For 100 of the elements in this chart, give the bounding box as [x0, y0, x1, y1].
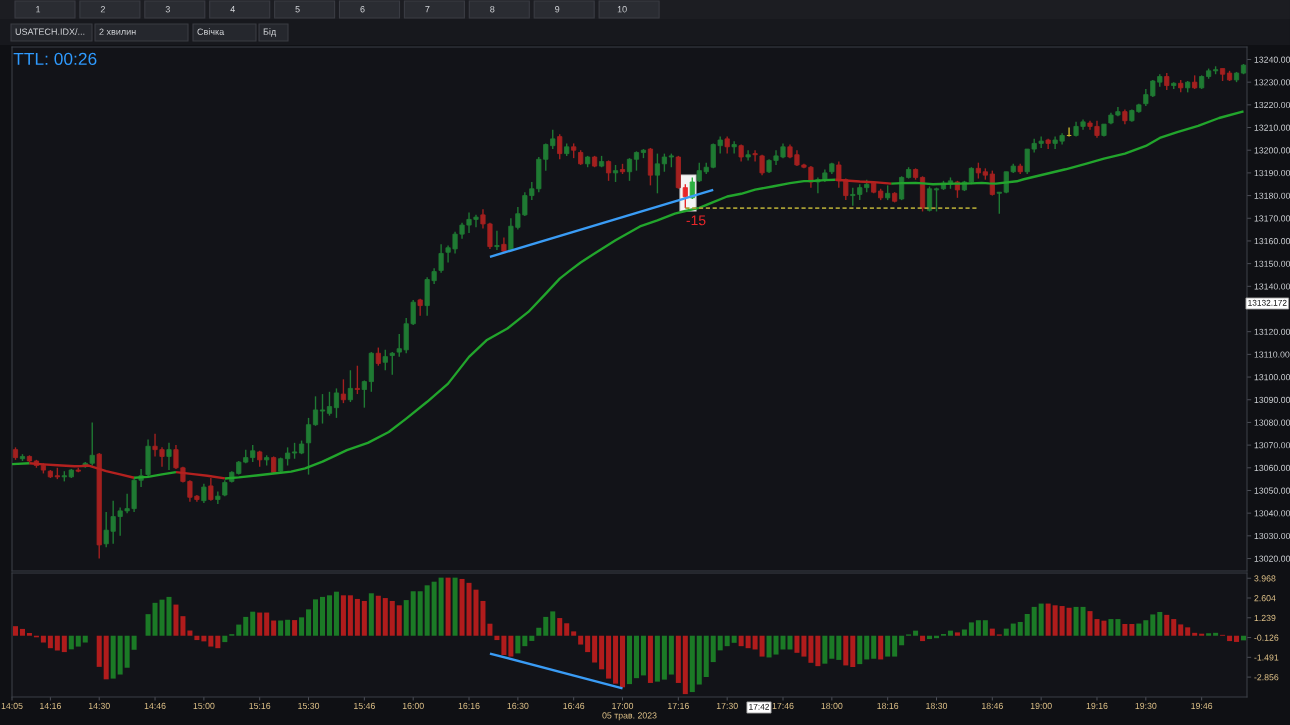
bar [47, 635, 53, 649]
bar [173, 604, 179, 636]
bar [243, 616, 249, 636]
bar [285, 619, 291, 636]
bar [1171, 619, 1177, 636]
x-tick-label: 14:46 [144, 702, 166, 709]
bar [626, 635, 633, 685]
candlestick [166, 442, 172, 471]
y-tick-label: 13050.00 [1254, 487, 1290, 494]
candlestick [557, 133, 563, 160]
bar [1017, 621, 1023, 636]
text: 17:42 [749, 703, 770, 710]
candlestick [752, 149, 758, 163]
bar [313, 599, 319, 636]
bar [920, 635, 926, 642]
bar [982, 620, 988, 636]
bar [124, 635, 130, 668]
bar [257, 612, 263, 636]
y-tick-label: 13020.00 [1254, 555, 1290, 562]
bar [382, 598, 388, 636]
bar [808, 635, 814, 663]
bar [215, 635, 221, 649]
bar [717, 635, 723, 651]
candlestick [389, 351, 395, 376]
bar [1129, 623, 1135, 636]
bar [731, 635, 737, 643]
bar [724, 635, 730, 647]
bar [661, 635, 667, 680]
candlestick [926, 185, 933, 213]
bar [1115, 619, 1121, 636]
y-tick-label: 13170.00 [1254, 215, 1290, 222]
x-tick-label: 17:46 [772, 702, 794, 709]
text: 8 [490, 6, 495, 13]
bar [306, 609, 312, 636]
bar [431, 581, 437, 636]
bar [1024, 614, 1030, 636]
bar [564, 623, 570, 636]
bar [278, 620, 284, 636]
bar [1136, 623, 1142, 636]
bar [299, 617, 305, 636]
bar [368, 593, 374, 636]
bar [989, 628, 995, 636]
bar [606, 635, 612, 679]
y-tick-label: 13180.00 [1254, 192, 1290, 199]
bar [410, 591, 416, 636]
bar [864, 635, 870, 660]
y-tick-label: 13140.00 [1254, 283, 1290, 290]
candlestick [208, 477, 214, 502]
bar [445, 577, 451, 636]
bar [578, 635, 584, 645]
bar [403, 600, 409, 636]
bar [68, 635, 74, 650]
x-tick-label: 18:30 [926, 702, 948, 709]
candlestick [312, 395, 319, 427]
bar [954, 632, 960, 636]
x-tick-label: 15:30 [298, 702, 320, 709]
bar [501, 635, 507, 655]
x-tick-label: 17:16 [668, 702, 689, 709]
bar [340, 595, 346, 636]
x-tick-label: 19:16 [1086, 702, 1108, 709]
candlestick [731, 140, 737, 155]
bar [319, 596, 326, 636]
bar [752, 635, 758, 650]
candlestick [661, 152, 667, 173]
bar [1066, 607, 1072, 636]
y-tick-label: 13150.00 [1254, 260, 1290, 267]
bar [1045, 603, 1051, 636]
y-tick-label: 13210.00 [1254, 124, 1290, 131]
bar [1108, 619, 1114, 636]
candlestick [654, 152, 660, 195]
bar [375, 595, 381, 636]
bar [515, 635, 521, 654]
candlestick [438, 243, 444, 274]
bar [1003, 628, 1009, 636]
bar [494, 635, 500, 641]
bar [1199, 633, 1205, 636]
y-tick-label: 13110.00 [1254, 351, 1290, 358]
bar [745, 635, 751, 649]
bar [1038, 603, 1044, 636]
text: 3 [165, 6, 170, 13]
y-tick-label: 13240.00 [1254, 56, 1290, 63]
bar [696, 635, 702, 685]
y-tick-label: 13120.00 [1254, 328, 1290, 335]
bar [1080, 606, 1086, 636]
bar [361, 600, 367, 636]
bar [61, 635, 67, 653]
candlestick [836, 160, 842, 189]
x-tick-label: 19:00 [1030, 702, 1052, 709]
candlestick [626, 157, 633, 182]
text: 1 [36, 6, 41, 13]
bar [417, 591, 423, 636]
bar [264, 612, 270, 636]
bar [815, 635, 821, 667]
text: 2 [100, 6, 105, 13]
bar [850, 635, 856, 668]
bar [82, 635, 88, 643]
bar [766, 635, 772, 658]
bar [640, 635, 646, 676]
bar [550, 611, 556, 636]
text: 13132.172 [1248, 299, 1287, 306]
